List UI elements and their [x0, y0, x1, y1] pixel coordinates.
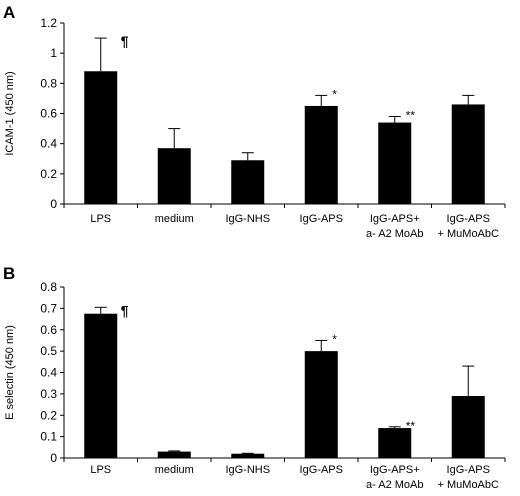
panel-a-significance-mark: **	[406, 109, 416, 123]
panel-b-bar	[157, 451, 191, 458]
panel-b-significance-mark: ¶	[121, 302, 129, 318]
panel-a-y-axis-title: ICAM-1 (450 nm)	[4, 71, 16, 155]
panel-a-y-tick-label: 1	[50, 46, 57, 60]
panel-a-bar	[451, 104, 485, 204]
panel-a-bar	[304, 105, 338, 204]
panel-a-bar	[378, 122, 412, 204]
panel-a-bar	[84, 71, 118, 205]
panel-a-category-label: medium	[155, 213, 194, 225]
panel-b-y-tick-label: 0.6	[40, 323, 57, 337]
panel-a-category-label: a- A2 MoAb	[366, 228, 423, 240]
panel-b-bar	[231, 453, 265, 458]
panel-b-bar	[304, 351, 338, 458]
panel-b-letter: B	[3, 264, 15, 283]
panel-b-y-tick-label: 0.7	[40, 301, 57, 315]
panel-a-category-label: LPS	[90, 213, 111, 225]
panel-b-bar	[378, 428, 412, 458]
panel-a-y-tick-label: 0.8	[40, 76, 57, 90]
panel-a-category-label: IgG-APS	[447, 213, 490, 225]
panel-a-y-tick-label: 1.2	[40, 16, 57, 30]
panel-a-y-tick-label: 0	[50, 197, 57, 211]
panel-a-y-tick-label: 0.6	[40, 107, 57, 121]
panel-a-y-tick-label: 0.2	[40, 167, 57, 181]
panel-b-category-label: IgG-APS+	[370, 464, 420, 476]
panel-b-category-label: + MuMoAbC	[438, 479, 499, 491]
panel-b-category-label: IgG-NHS	[225, 464, 270, 476]
panel-b-y-tick-label: 0.3	[40, 387, 57, 401]
panel-b-category-label: IgG-APS	[447, 464, 490, 476]
panel-a-category-label: IgG-APS	[300, 213, 343, 225]
panel-a-significance-mark: ¶	[121, 33, 129, 49]
panel-b-significance-mark: *	[332, 332, 337, 346]
panel-b-bar	[451, 396, 485, 458]
panel-a-bar	[157, 148, 191, 204]
panel-b-category-label: medium	[155, 464, 194, 476]
panel-a-letter: A	[3, 3, 15, 22]
panel-b-y-tick-label: 0.8	[40, 280, 57, 294]
panel-a-category-label: IgG-NHS	[225, 213, 270, 225]
panel-b-significance-mark: **	[406, 419, 416, 433]
panel-b-y-axis-title: E selectin (450 nm)	[4, 325, 16, 420]
panel-a-bar	[231, 160, 265, 204]
panel-b-y-tick-label: 0.4	[40, 366, 57, 380]
panel-a-y-tick-label: 0.4	[40, 137, 57, 151]
panel-b-category-label: LPS	[90, 464, 111, 476]
panel-b-y-tick-label: 0.1	[40, 430, 57, 444]
panel-b-y-tick-label: 0.2	[40, 408, 57, 422]
panel-a-category-label: + MuMoAbC	[438, 228, 499, 240]
panel-b-y-tick-label: 0.5	[40, 344, 57, 358]
panel-b-bar	[84, 313, 118, 458]
panel-b-category-label: a- A2 MoAb	[366, 479, 423, 491]
panel-a-significance-mark: *	[332, 87, 337, 101]
panel-a-category-label: IgG-APS+	[370, 213, 420, 225]
panel-b-category-label: IgG-APS	[300, 464, 343, 476]
panel-b-y-tick-label: 0	[50, 451, 57, 465]
